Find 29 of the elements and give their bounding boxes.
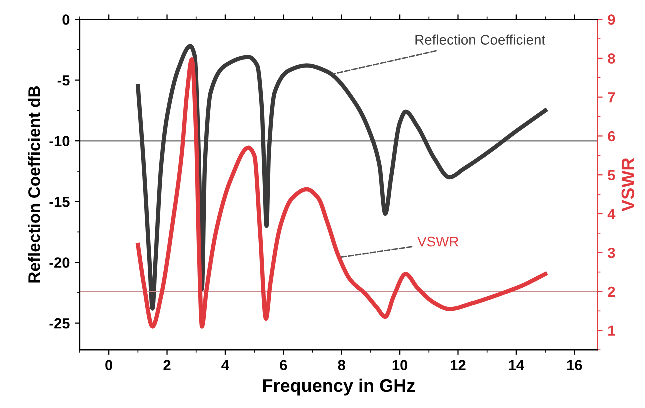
x-tick-label: 14 (509, 360, 524, 370)
x-tick-label: 2 (164, 360, 171, 370)
x-tick-label: 6 (280, 360, 288, 370)
y-tick-label: -10 (50, 136, 70, 147)
y2-tick-label: 6 (608, 131, 616, 142)
y-tick-label: -25 (50, 318, 70, 329)
y-tick-label: -5 (58, 76, 70, 86)
y2-tick-label: 3 (608, 248, 616, 258)
y-tick-label: -15 (50, 197, 70, 208)
y2-tick-label: 5 (608, 170, 616, 181)
y2-tick-label: 7 (608, 92, 616, 103)
annotation: VSWR (418, 236, 459, 247)
y-tick-label: 0 (62, 14, 70, 26)
y2-tick-label: 8 (608, 54, 616, 64)
annotation: Reflection Coefficient (416, 34, 546, 45)
y2-tick-label: 2 (608, 286, 616, 298)
y2-tick-label: 4 (608, 209, 616, 220)
x-tick-label: 4 (222, 360, 230, 370)
x-tick-label: 10 (392, 360, 408, 370)
y-axis-title: Reflection Coefficient dB (28, 86, 40, 283)
y2-tick-label: 9 (608, 14, 616, 26)
y2-axis-title: VSWR (622, 158, 635, 212)
x-tick-label: 16 (567, 360, 582, 370)
x-tick-label: 12 (451, 360, 466, 370)
x-tick-label: 8 (338, 360, 346, 370)
x-tick-label: 0 (106, 360, 113, 370)
y2-tick-label: 1 (608, 326, 616, 336)
y-tick-label: -20 (50, 258, 70, 268)
x-axis-title: Frequency in GHz (263, 378, 416, 396)
